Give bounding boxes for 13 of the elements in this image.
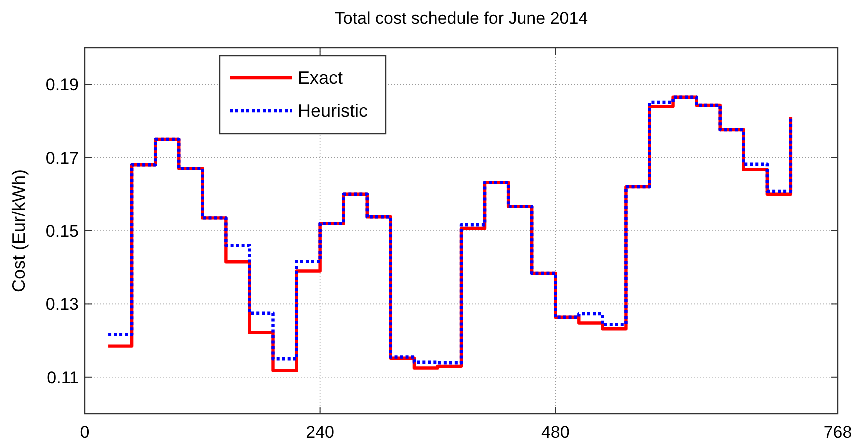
y-tick-label: 0.11 (47, 368, 79, 388)
legend-label: Heuristic (298, 101, 368, 121)
legend-label: Exact (298, 68, 344, 88)
y-tick-label: 0.13 (46, 295, 79, 314)
x-tick-label: 240 (306, 423, 334, 442)
x-tick-label: 768 (824, 423, 852, 442)
x-tick-label: 480 (541, 423, 570, 442)
chart-title: Total cost schedule for June 2014 (334, 9, 588, 28)
y-tick-label: 0.15 (46, 222, 79, 241)
x-tick-label: 0 (80, 423, 90, 442)
y-axis-title: Cost (Eur/kWh) (9, 169, 29, 293)
y-tick-label: 0.19 (46, 76, 79, 95)
y-tick-label: 0.17 (46, 148, 79, 168)
